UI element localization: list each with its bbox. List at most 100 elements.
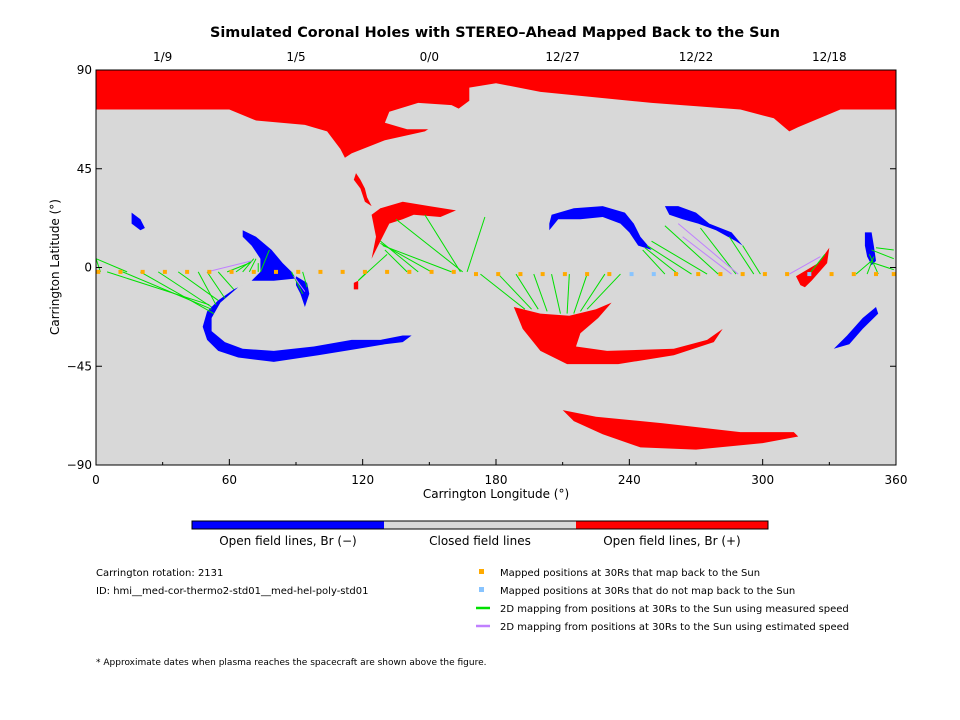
mapping-lines [95, 214, 894, 315]
mapping-line-measured [384, 249, 408, 273]
x-tick-label: 120 [351, 473, 374, 487]
mapping-line-measured [580, 273, 606, 312]
mapping-line-measured [866, 256, 875, 275]
legend-measured-label: 2D mapping from positions at 30Rs to the… [500, 604, 849, 615]
mapped-position [362, 269, 367, 274]
coronal-hole-negative [833, 307, 879, 349]
mapping-line-measured [644, 247, 679, 275]
mapping-line-measured [380, 240, 419, 273]
x-tick-label: 240 [618, 473, 641, 487]
mapped-position [562, 272, 567, 277]
top-date-label: 12/27 [545, 50, 580, 64]
x-tick-label: 300 [751, 473, 774, 487]
mapping-line-measured [466, 216, 486, 273]
top-date-label: 1/9 [153, 50, 172, 64]
mapped-positions [96, 269, 896, 277]
colorbar-label-closed: Closed field lines [429, 534, 531, 548]
mapped-position [718, 272, 723, 277]
coronal-hole-negative [131, 212, 145, 231]
colorbar-positive [576, 521, 768, 529]
mapping-line-measured [95, 258, 101, 273]
axes: 0 60 120 180 240 300 360 −90 −45 0 45 90 [67, 63, 908, 487]
mapping-line-measured [395, 218, 463, 273]
mapping-line-measured [302, 271, 308, 288]
mapped-position [162, 269, 167, 274]
mapping-line-measured [235, 260, 252, 273]
mapping-line-measured [291, 271, 304, 295]
top-date-label: 12/18 [812, 50, 847, 64]
mapping-line-measured [646, 245, 692, 275]
unmapped-position [629, 272, 634, 277]
x-tick-label: 180 [485, 473, 508, 487]
top-date-label: 0/0 [420, 50, 439, 64]
coronal-hole-positive [371, 201, 456, 259]
mapping-line-measured [742, 245, 761, 275]
mapped-position [496, 272, 501, 277]
mapping-line-measured [95, 258, 128, 273]
mapped-position [474, 272, 478, 277]
mapping-line-measured [808, 254, 826, 275]
mapped-position [851, 272, 856, 277]
mapped-position [429, 269, 434, 274]
x-axis-label: Carrington Longitude (°) [423, 487, 569, 501]
mapping-line-measured [566, 274, 570, 314]
coronal-hole-positive [96, 70, 896, 158]
coronal-hole-positive [796, 247, 830, 288]
mapped-position [140, 269, 145, 274]
mapping-line-measured [573, 273, 588, 314]
unmapped-position [807, 272, 812, 277]
mapping-line-measured [122, 271, 212, 310]
mapped-position [274, 269, 278, 274]
mapped-position [118, 269, 123, 274]
mapping-line-measured [480, 273, 526, 310]
x-tick-label: 360 [885, 473, 908, 487]
legend-unmapped-label: Mapped positions at 30Rs that do not map… [500, 586, 795, 597]
mapped-position [518, 272, 523, 277]
top-date-axis: 1/9 1/5 0/0 12/27 12/22 12/18 [153, 50, 847, 76]
mapping-line-estimated [293, 275, 306, 292]
colorbar-frame [191, 520, 769, 530]
mapping-line-measured [357, 253, 388, 282]
mapping-line-measured [664, 225, 719, 275]
mapped-position [785, 272, 790, 277]
colorbar-closed [384, 521, 576, 529]
mapped-position [185, 269, 190, 274]
mapping-line-measured [868, 254, 879, 275]
mapped-position [607, 272, 612, 277]
mapped-position [829, 272, 834, 277]
model-id: ID: hmi__med-cor-thermo2-std01__med-hel-… [96, 586, 369, 597]
legend-mapped-label: Mapped positions at 30Rs that map back t… [500, 568, 760, 579]
mapping-line-estimated [206, 260, 252, 273]
mapping-line-measured [157, 271, 212, 308]
mapped-position [296, 269, 301, 274]
mapping-line-measured [497, 273, 532, 310]
mapping-line-measured [855, 260, 872, 275]
coronal-hole-closed [384, 102, 470, 130]
mapped-position [251, 269, 256, 274]
mapping-line-measured [515, 273, 539, 310]
plot-area [95, 69, 897, 466]
mapping-line-measured [728, 236, 755, 275]
mapping-line-measured [217, 271, 235, 290]
mapping-line-measured [259, 249, 270, 273]
colorbar-label-positive: Open field lines, Br (+) [603, 534, 741, 548]
top-date-label: 1/5 [286, 50, 305, 64]
mapped-position [874, 272, 878, 277]
mapping-line-measured [873, 262, 894, 271]
mapping-line-measured [206, 271, 226, 299]
legend-unmapped-marker [479, 587, 484, 592]
mapping-line-estimated [677, 223, 739, 275]
mapping-line-measured [533, 273, 548, 312]
mapping-line-measured [106, 271, 210, 306]
x-tick-label: 0 [92, 473, 100, 487]
mapped-position [229, 269, 234, 274]
mapping-line-measured [551, 273, 561, 314]
mapping-line-measured [871, 249, 894, 260]
colorbar-label-negative: Open field lines, Br (−) [219, 534, 357, 548]
mapped-position [540, 272, 545, 277]
mapped-position [407, 269, 412, 274]
mapping-line-measured [875, 247, 894, 251]
mapped-position [318, 269, 323, 274]
mapping-line-measured [651, 240, 708, 275]
mapping-line-measured [382, 245, 452, 273]
